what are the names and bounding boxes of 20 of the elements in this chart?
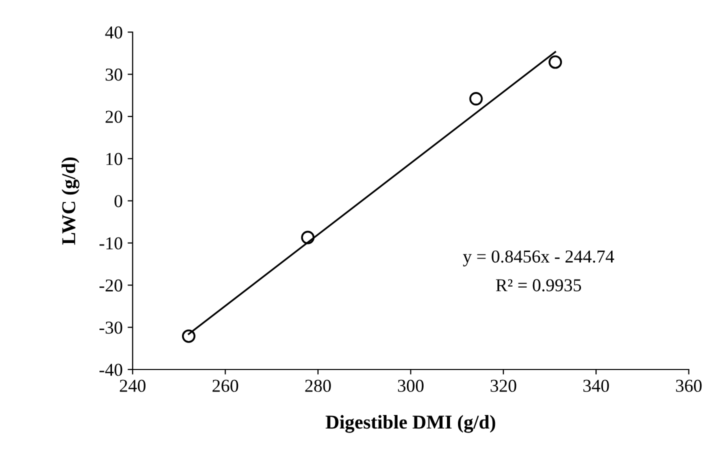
x-tick-label: 280 <box>305 380 331 392</box>
y-tick-label: -40 <box>100 364 122 376</box>
y-tick-label: 20 <box>106 110 122 123</box>
x-tick-label: 240 <box>120 380 146 392</box>
y-tick-label: 40 <box>105 26 122 39</box>
annotation: R² = 0.9935 <box>496 279 582 292</box>
y-tick-label: 10 <box>106 152 122 166</box>
y-tick-label: 0 <box>114 195 122 208</box>
y-tick-label: 30 <box>106 68 122 81</box>
x-tick-label: 300 <box>398 380 424 392</box>
x-tick-label: 260 <box>212 380 238 392</box>
x-tick-label: 340 <box>583 380 609 392</box>
x-axis-title: Digestible DMI (g/d) <box>326 415 496 433</box>
y-tick-label: -30 <box>100 322 122 334</box>
y-axis-title: LWC (g/d) <box>62 157 80 245</box>
y-tick-label: -10 <box>100 237 122 250</box>
annotation: y = 0.8456x - 244.74 <box>463 250 614 266</box>
x-tick-label: 360 <box>676 380 702 392</box>
y-tick-label: -20 <box>100 279 122 292</box>
x-tick-label: 320 <box>490 380 516 392</box>
